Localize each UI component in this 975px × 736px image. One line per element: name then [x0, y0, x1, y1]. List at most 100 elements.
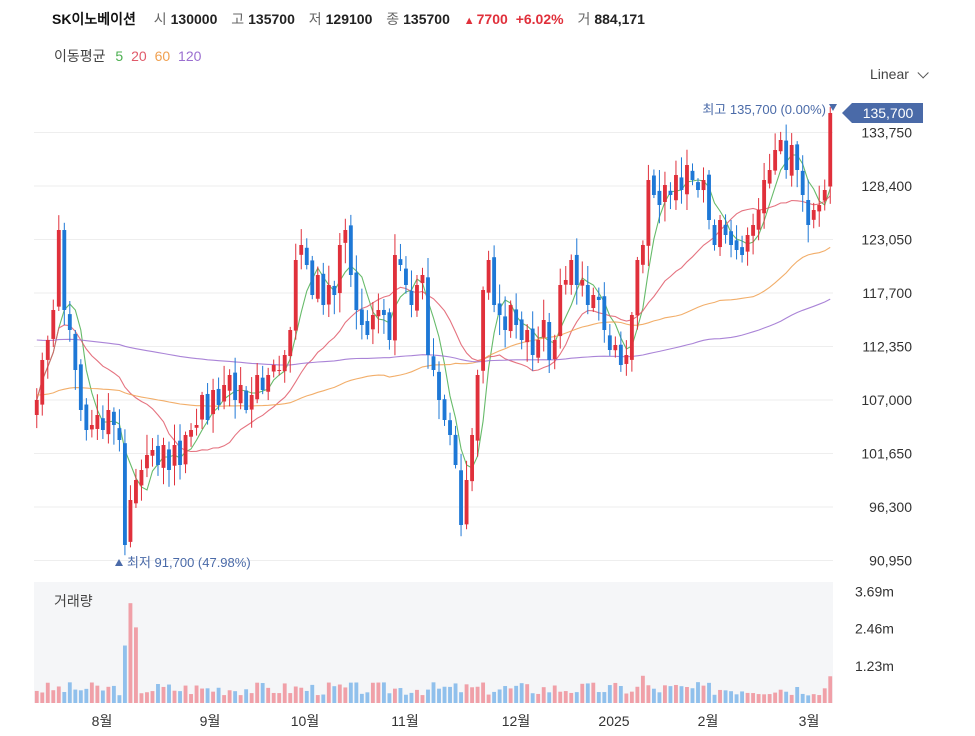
candle-body[interactable]	[475, 375, 480, 441]
candle-body[interactable]	[723, 224, 728, 235]
candle-body[interactable]	[508, 305, 513, 332]
candle-body[interactable]	[222, 385, 227, 402]
ma-120[interactable]: 120	[178, 48, 202, 64]
candle-body[interactable]	[602, 296, 607, 330]
candle-body[interactable]	[591, 295, 596, 309]
candle-body[interactable]	[271, 365, 276, 372]
candle-body[interactable]	[459, 470, 463, 525]
candle-body[interactable]	[784, 140, 789, 170]
candle-body[interactable]	[150, 450, 155, 456]
candle-body[interactable]	[310, 260, 315, 295]
candle-body[interactable]	[40, 360, 45, 405]
ma-60[interactable]: 60	[154, 48, 171, 64]
candle-body[interactable]	[167, 449, 171, 470]
candle-body[interactable]	[216, 388, 221, 405]
candle-body[interactable]	[376, 310, 381, 317]
candle-body[interactable]	[569, 260, 574, 285]
candle-body[interactable]	[238, 385, 243, 404]
candle-body[interactable]	[811, 210, 816, 220]
candle-body[interactable]	[128, 500, 133, 542]
candle-body[interactable]	[585, 284, 590, 305]
candle-body[interactable]	[635, 260, 640, 316]
candle-body[interactable]	[315, 275, 320, 299]
candle-body[interactable]	[613, 345, 618, 351]
candle-body[interactable]	[486, 260, 491, 293]
candle-body[interactable]	[773, 150, 778, 171]
candle-body[interactable]	[822, 190, 827, 201]
candle-body[interactable]	[178, 440, 182, 465]
candle-body[interactable]	[817, 205, 822, 212]
scale-mode-dropdown[interactable]: Linear	[870, 66, 929, 82]
candle-body[interactable]	[448, 420, 452, 435]
candle-body[interactable]	[89, 425, 94, 430]
candle-body[interactable]	[574, 254, 579, 285]
candle-body[interactable]	[145, 455, 149, 469]
candle-body[interactable]	[73, 333, 78, 370]
candle-body[interactable]	[211, 390, 216, 415]
candle-body[interactable]	[332, 285, 337, 295]
candle-body[interactable]	[685, 165, 689, 195]
candle-body[interactable]	[453, 434, 458, 465]
candle-body[interactable]	[481, 290, 486, 371]
candle-body[interactable]	[288, 330, 293, 357]
candle-body[interactable]	[767, 170, 772, 184]
candle-body[interactable]	[426, 277, 430, 355]
candle-body[interactable]	[734, 240, 739, 250]
candle-body[interactable]	[580, 280, 585, 286]
candle-body[interactable]	[756, 210, 761, 230]
candle-body[interactable]	[106, 410, 111, 435]
candle-body[interactable]	[640, 245, 645, 265]
candle-body[interactable]	[420, 275, 425, 284]
candle-body[interactable]	[437, 371, 441, 400]
candle-body[interactable]	[541, 320, 546, 338]
candle-body[interactable]	[244, 390, 249, 410]
candle-body[interactable]	[740, 247, 745, 255]
candle-body[interactable]	[663, 185, 667, 202]
candle-body[interactable]	[139, 470, 144, 486]
candle-body[interactable]	[789, 145, 794, 176]
candle-body[interactable]	[690, 170, 695, 180]
candle-body[interactable]	[431, 356, 436, 370]
candle-body[interactable]	[795, 144, 800, 170]
candle-body[interactable]	[751, 225, 756, 236]
candle-body[interactable]	[729, 231, 733, 245]
candle-body[interactable]	[547, 321, 552, 360]
candle-body[interactable]	[100, 418, 105, 430]
candle-body[interactable]	[492, 257, 497, 305]
candle-body[interactable]	[111, 411, 116, 425]
candle-body[interactable]	[607, 335, 612, 350]
candle-body[interactable]	[78, 364, 83, 410]
candle-body[interactable]	[266, 375, 271, 392]
candle-body[interactable]	[718, 220, 722, 248]
candle-body[interactable]	[348, 225, 353, 275]
candle-body[interactable]	[67, 314, 72, 330]
candle-body[interactable]	[415, 285, 419, 311]
candle-body[interactable]	[398, 259, 403, 265]
candle-body[interactable]	[514, 309, 519, 325]
candle-body[interactable]	[255, 375, 260, 400]
candle-body[interactable]	[194, 425, 199, 428]
ma-5[interactable]: 5	[115, 48, 124, 64]
candle-body[interactable]	[200, 395, 204, 420]
candle-body[interactable]	[745, 235, 750, 252]
candle-body[interactable]	[304, 247, 309, 265]
candle-body[interactable]	[624, 355, 629, 364]
candle-body[interactable]	[321, 273, 326, 305]
candle-body[interactable]	[497, 303, 502, 315]
candle-body[interactable]	[707, 174, 711, 220]
candle-body[interactable]	[84, 404, 89, 430]
candle-body[interactable]	[365, 321, 370, 335]
candle-body[interactable]	[117, 428, 122, 440]
candle-body[interactable]	[260, 377, 265, 390]
candle-body[interactable]	[172, 445, 177, 466]
candle-body[interactable]	[712, 225, 717, 245]
candle-body[interactable]	[679, 177, 684, 190]
candle-body[interactable]	[34, 400, 39, 415]
candle-body[interactable]	[806, 199, 811, 225]
candle-body[interactable]	[381, 309, 386, 315]
candle-body[interactable]	[464, 480, 469, 525]
candle-body[interactable]	[354, 272, 359, 310]
candle-body[interactable]	[629, 315, 634, 360]
candle-body[interactable]	[778, 140, 783, 152]
candle-body[interactable]	[233, 372, 238, 400]
